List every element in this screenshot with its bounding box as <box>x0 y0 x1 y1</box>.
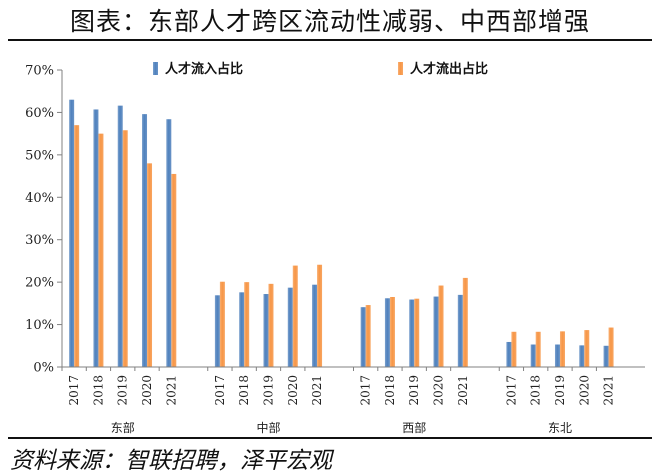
bar-outflow-2-2020 <box>292 265 298 367</box>
bar-outflow-3-2018 <box>389 296 395 367</box>
group-label: 西部 <box>402 420 426 435</box>
bar-inflow-2-2021 <box>312 284 318 367</box>
legend-label-inflow: 人才流入占比 <box>165 61 243 77</box>
legend: 人才流入占比 人才流出占比 <box>153 61 488 77</box>
x-tick-label: 2017 <box>67 375 81 406</box>
bar-inflow-3-2017 <box>360 307 366 367</box>
y-axis: 0% 10% 20% 30% 40% 50% 60% 70% <box>25 64 63 376</box>
group-label: 东北 <box>548 421 572 435</box>
x-tick-label: 2018 <box>529 375 543 406</box>
y-tick-label: 10% <box>25 318 54 333</box>
bar-outflow-4-2017 <box>511 331 517 367</box>
x-tick-label: 2017 <box>504 375 518 406</box>
bar-outflow-3-2021 <box>462 277 468 367</box>
x-tick-label: 2017 <box>359 375 373 406</box>
source-rule <box>8 437 652 439</box>
bar-outflow-2-2021 <box>317 264 323 367</box>
title-rule <box>8 39 652 41</box>
x-tick-label: 2021 <box>602 375 616 406</box>
bar-inflow-3-2020 <box>433 296 439 367</box>
bar-inflow-4-2020 <box>579 345 585 367</box>
bar-outflow-3-2019 <box>414 298 420 367</box>
bar-outflow-1-2019 <box>122 130 128 367</box>
bar-outflow-2-2017 <box>219 281 225 367</box>
bar-inflow-1-2019 <box>117 105 123 367</box>
bar-inflow-1-2021 <box>166 119 172 368</box>
bar-outflow-1-2017 <box>74 125 80 368</box>
x-tick-label: 2021 <box>310 375 324 406</box>
x-tick-label: 2019 <box>261 375 275 406</box>
bar-outflow-2-2019 <box>268 283 274 367</box>
bar-outflow-1-2021 <box>171 173 177 367</box>
x-tick-label: 2020 <box>432 375 446 406</box>
bar-inflow-4-2021 <box>603 345 609 367</box>
legend-swatch-inflow <box>153 62 158 75</box>
x-tick-label: 2020 <box>140 375 154 406</box>
y-tick-label: 60% <box>25 106 54 121</box>
bar-outflow-4-2021 <box>608 327 614 367</box>
x-tick-label: 2018 <box>237 375 251 406</box>
group-label: 东部 <box>111 420 135 435</box>
bar-outflow-4-2020 <box>584 330 590 367</box>
bar-inflow-1-2017 <box>69 99 75 367</box>
bar-inflow-2-2018 <box>239 292 245 367</box>
bar-inflow-4-2018 <box>530 344 536 367</box>
bar-inflow-3-2018 <box>384 298 390 367</box>
y-tick-label: 40% <box>25 191 54 206</box>
bar-inflow-4-2019 <box>554 344 560 367</box>
page-title: 图表：东部人才跨区流动性减弱、中西部增强 <box>69 7 590 36</box>
bars <box>69 99 614 368</box>
bar-inflow-4-2017 <box>506 341 512 367</box>
y-tick-label: 50% <box>25 148 54 163</box>
x-axis: 2017 2018 2019 2020 2021 东部 2017 2018 2019 2020 20… <box>61 366 645 435</box>
x-tick-label: 2021 <box>456 375 470 406</box>
bar-outflow-3-2020 <box>438 285 444 367</box>
bar-inflow-1-2018 <box>93 109 99 368</box>
bar-inflow-2-2020 <box>287 287 293 367</box>
bar-outflow-1-2020 <box>147 163 153 367</box>
bar-inflow-2-2017 <box>214 295 220 367</box>
x-tick-label: 2020 <box>286 375 300 406</box>
source-note: 资料来源：智联招聘，泽平宏观 <box>10 448 332 474</box>
y-tick-label: 70% <box>25 64 54 79</box>
group-label: 中部 <box>256 420 280 435</box>
bar-inflow-1-2020 <box>142 114 148 367</box>
y-tick-label: 30% <box>25 233 54 248</box>
bar-inflow-3-2019 <box>409 299 415 367</box>
legend-swatch-outflow <box>398 62 403 75</box>
x-tick-label: 2018 <box>383 375 397 406</box>
bar-outflow-4-2018 <box>535 331 541 367</box>
x-tick-label: 2021 <box>164 375 178 406</box>
bar-outflow-2-2018 <box>244 282 250 367</box>
bar-outflow-1-2018 <box>98 133 104 367</box>
x-tick-label: 2019 <box>116 375 130 406</box>
x-tick-label: 2019 <box>553 375 567 406</box>
x-tick-label: 2018 <box>91 375 105 406</box>
x-tick-label: 2017 <box>213 375 227 406</box>
y-tick-label: 20% <box>25 276 54 291</box>
bar-outflow-4-2019 <box>559 331 565 367</box>
y-tick-label: 0% <box>33 361 54 376</box>
bar-inflow-3-2021 <box>457 294 463 367</box>
bar-inflow-2-2019 <box>263 294 269 367</box>
x-tick-label: 2019 <box>407 375 421 406</box>
bar-outflow-3-2017 <box>365 305 371 367</box>
x-tick-label: 2020 <box>577 375 591 406</box>
legend-label-outflow: 人才流出占比 <box>410 61 488 77</box>
